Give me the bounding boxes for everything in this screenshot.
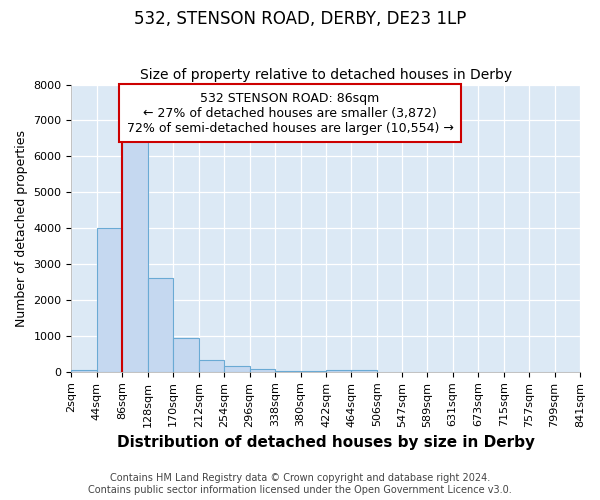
Bar	[352, 370, 377, 372]
Title: Size of property relative to detached houses in Derby: Size of property relative to detached ho…	[140, 68, 512, 82]
Y-axis label: Number of detached properties: Number of detached properties	[15, 130, 28, 326]
Text: 532, STENSON ROAD, DERBY, DE23 1LP: 532, STENSON ROAD, DERBY, DE23 1LP	[134, 10, 466, 28]
Bar	[71, 370, 97, 372]
Bar	[199, 360, 224, 372]
Bar	[275, 370, 301, 372]
Bar	[97, 228, 122, 372]
Bar	[250, 369, 275, 372]
Bar	[173, 338, 199, 372]
Bar	[326, 370, 352, 372]
Bar	[224, 366, 250, 372]
Text: 532 STENSON ROAD: 86sqm
← 27% of detached houses are smaller (3,872)
72% of semi: 532 STENSON ROAD: 86sqm ← 27% of detache…	[127, 92, 454, 134]
X-axis label: Distribution of detached houses by size in Derby: Distribution of detached houses by size …	[117, 435, 535, 450]
Bar	[122, 134, 148, 372]
Bar	[148, 278, 173, 372]
Text: Contains HM Land Registry data © Crown copyright and database right 2024.
Contai: Contains HM Land Registry data © Crown c…	[88, 474, 512, 495]
